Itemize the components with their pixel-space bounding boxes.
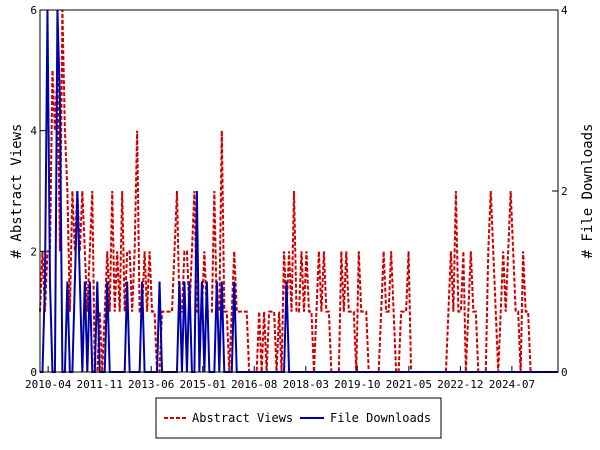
y-left-tick-label: 2 <box>30 245 37 258</box>
y-left-tick-label: 6 <box>30 4 37 17</box>
x-tick-label: 2013-06 <box>128 378 174 391</box>
y-axis-left-title: # Abstract Views <box>9 124 25 259</box>
x-tick-label: 2010-04 <box>25 378 72 391</box>
y-left-tick-label: 4 <box>30 125 37 138</box>
legend-label-abstract-views: Abstract Views <box>192 411 293 425</box>
x-tick-label: 2024-07 <box>489 378 535 391</box>
x-tick-label: 2019-10 <box>334 378 380 391</box>
y-axis-right-title: # File Downloads <box>580 124 596 259</box>
x-tick-label: 2011-11 <box>76 378 122 391</box>
x-tick-label: 2022-12 <box>437 378 483 391</box>
legend-label-file-downloads: File Downloads <box>330 411 431 425</box>
legend: Abstract Views File Downloads <box>155 397 442 439</box>
chart-marks <box>39 9 558 373</box>
plot-frame <box>39 9 559 373</box>
x-tick-label: 2015-01 <box>180 378 226 391</box>
y-left-tick-label: 0 <box>30 366 37 379</box>
x-tick-label: 2021-05 <box>386 378 432 391</box>
y-right-tick-label: 2 <box>561 185 568 198</box>
series-line-abstract-views <box>39 9 558 373</box>
axis-ticks: 0 2 4 6 0 2 4 2010-04 2011-11 2013-06 2015-01 2016-… <box>25 4 568 391</box>
legend-box <box>155 397 442 439</box>
x-tick-label: 2018-03 <box>283 378 329 391</box>
series-line-file-downloads <box>40 9 558 373</box>
y-right-tick-label: 4 <box>561 4 568 17</box>
y-right-tick-label: 0 <box>561 366 568 379</box>
x-tick-label: 2016-08 <box>231 378 277 391</box>
